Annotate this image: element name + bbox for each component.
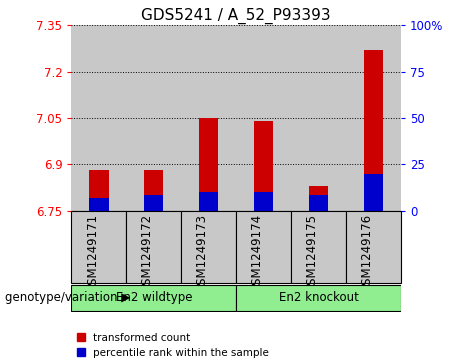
Bar <box>199 192 219 211</box>
Bar <box>364 174 383 211</box>
Title: GDS5241 / A_52_P93393: GDS5241 / A_52_P93393 <box>142 8 331 24</box>
Bar <box>346 211 401 283</box>
Text: GSM1249173: GSM1249173 <box>196 214 209 293</box>
Text: GSM1249174: GSM1249174 <box>251 214 264 293</box>
Bar <box>236 25 291 211</box>
Bar <box>89 170 108 211</box>
Bar <box>71 285 236 311</box>
Bar <box>346 25 401 211</box>
Text: En2 wildtype: En2 wildtype <box>116 291 192 304</box>
Bar <box>144 170 164 211</box>
Bar <box>181 211 236 283</box>
Text: genotype/variation ▶: genotype/variation ▶ <box>5 291 130 304</box>
Text: En2 knockout: En2 knockout <box>279 291 359 304</box>
Bar <box>181 25 236 211</box>
Bar <box>126 25 181 211</box>
Bar <box>144 195 164 211</box>
Bar <box>291 211 346 283</box>
Text: GSM1249175: GSM1249175 <box>306 214 319 293</box>
Bar <box>89 198 108 211</box>
Bar <box>309 186 328 211</box>
Bar <box>236 285 401 311</box>
Bar <box>364 50 383 211</box>
Text: GSM1249171: GSM1249171 <box>86 214 99 293</box>
Bar <box>254 192 273 211</box>
Text: GSM1249172: GSM1249172 <box>141 214 154 293</box>
Bar <box>71 211 126 283</box>
Bar <box>126 211 181 283</box>
Bar <box>309 195 328 211</box>
Bar <box>291 25 346 211</box>
Bar <box>199 118 219 211</box>
Legend: transformed count, percentile rank within the sample: transformed count, percentile rank withi… <box>77 333 269 358</box>
Text: GSM1249176: GSM1249176 <box>361 214 373 293</box>
Bar <box>254 121 273 211</box>
Bar <box>71 25 126 211</box>
Bar <box>236 211 291 283</box>
